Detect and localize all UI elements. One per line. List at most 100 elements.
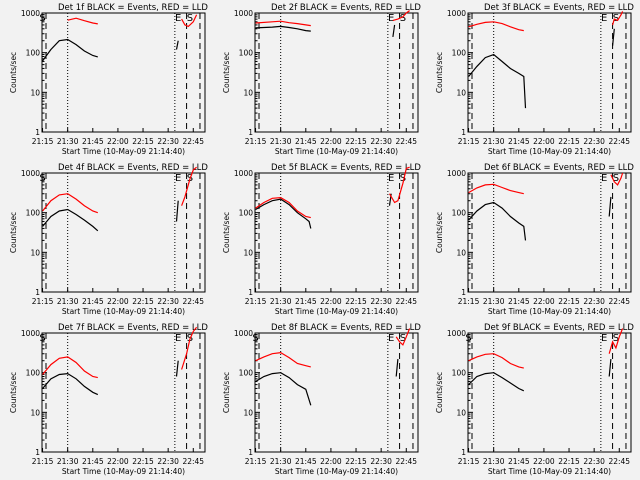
y-tick-label: 100 — [452, 369, 467, 378]
y-tick-label: 1000 — [21, 9, 40, 18]
x-tick-label: 22:15 — [132, 297, 154, 306]
x-axis-label: Start Time (10-May-09 21:14:40) — [62, 307, 185, 316]
x-tick-label: 21:30 — [483, 457, 505, 466]
y-axis-label: Counts/sec — [435, 372, 444, 413]
y-tick-label: 1000 — [21, 169, 40, 178]
events-series-line — [255, 372, 312, 406]
y-tick-label: 1 — [35, 448, 40, 457]
x-tick-label: 22:00 — [320, 137, 342, 146]
y-tick-label: 100 — [239, 369, 254, 378]
lld-series-line — [42, 356, 98, 379]
event-marker-label: E — [175, 173, 181, 184]
event-marker-label: E — [388, 13, 394, 24]
x-tick-label: 22:45 — [182, 137, 204, 146]
lld-series-line — [392, 10, 410, 21]
event-marker-label: E — [175, 333, 181, 344]
chart-panel-4: Det 4f BLACK = Events, RED = LLD 1 10 100 10… — [9, 163, 208, 316]
x-tick-label: 21:15 — [245, 137, 267, 146]
x-tick-label: 21:30 — [270, 457, 292, 466]
x-tick-label: 22:15 — [558, 137, 580, 146]
x-tick-label: 22:45 — [395, 457, 417, 466]
y-tick-label: 10 — [30, 88, 40, 97]
x-axis-label: Start Time (10-May-09 21:14:40) — [62, 467, 185, 476]
x-tick-label: 21:45 — [295, 457, 317, 466]
x-tick-label: 22:15 — [558, 297, 580, 306]
x-tick-label: 22:45 — [395, 137, 417, 146]
y-tick-label: 10 — [456, 88, 466, 97]
event-marker-label: S — [613, 173, 619, 184]
chart-title: Det 1f BLACK = Events, RED = LLD — [58, 3, 208, 13]
plot-frame — [41, 12, 206, 133]
lld-series-line — [388, 166, 410, 204]
y-tick-label: 10 — [456, 248, 466, 257]
y-tick-label: 100 — [26, 49, 41, 58]
x-tick-label: 22:45 — [395, 297, 417, 306]
x-tick-label: 21:30 — [270, 297, 292, 306]
x-tick-label: 21:15 — [458, 137, 480, 146]
chart-panel-2: Det 2f BLACK = Events, RED = LLD 1 10 100 10… — [222, 3, 421, 156]
y-tick-label: 100 — [239, 209, 254, 218]
x-tick-label: 22:30 — [370, 137, 392, 146]
x-tick-label: 21:45 — [82, 297, 104, 306]
event-marker-label: S — [613, 333, 619, 344]
events-series-line — [42, 372, 99, 396]
y-tick-label: 1000 — [234, 169, 253, 178]
x-tick-label: 21:30 — [483, 297, 505, 306]
x-tick-label: 21:15 — [32, 457, 54, 466]
y-tick-label: 100 — [452, 49, 467, 58]
x-axis-label: Start Time (10-May-09 21:14:40) — [275, 147, 398, 156]
x-tick-label: 22:30 — [157, 297, 179, 306]
events-series-line — [608, 196, 612, 217]
x-tick-label: 21:45 — [508, 297, 530, 306]
y-tick-label: 100 — [239, 49, 254, 58]
plot-frame — [41, 332, 206, 453]
x-tick-label: 22:30 — [583, 457, 605, 466]
lld-series-line — [255, 196, 311, 219]
y-axis-label: Counts/sec — [435, 52, 444, 93]
plot-frame — [41, 172, 206, 293]
x-tick-label: 21:30 — [270, 137, 292, 146]
x-tick-label: 22:15 — [558, 457, 580, 466]
chart-panel-9: Det 9f BLACK = Events, RED = LLD 1 10 100 10… — [435, 323, 634, 476]
x-tick-label: 21:30 — [57, 457, 79, 466]
x-axis-label: Start Time (10-May-09 21:14:40) — [275, 307, 398, 316]
x-tick-label: 21:30 — [57, 137, 79, 146]
x-tick-label: 22:30 — [583, 137, 605, 146]
x-tick-label: 21:45 — [508, 457, 530, 466]
plot-frame — [254, 332, 419, 453]
y-tick-label: 1000 — [447, 169, 466, 178]
y-axis-label: Counts/sec — [222, 52, 231, 93]
y-tick-label: 100 — [452, 209, 467, 218]
x-axis-label: Start Time (10-May-09 21:14:40) — [488, 147, 611, 156]
chart-title: Det 3f BLACK = Events, RED = LLD — [484, 3, 634, 13]
y-tick-label: 10 — [243, 88, 253, 97]
event-marker-label: S — [400, 13, 406, 24]
chart-panel-1: Det 1f BLACK = Events, RED = LLD 1 10 100 10… — [9, 3, 208, 156]
y-axis-label: Counts/sec — [9, 52, 18, 93]
y-tick-label: 10 — [456, 408, 466, 417]
chart-title: Det 9f BLACK = Events, RED = LLD — [484, 323, 634, 333]
event-marker-label: S — [252, 333, 258, 344]
events-series-line — [175, 200, 179, 222]
x-tick-label: 21:30 — [57, 297, 79, 306]
plot-frame — [467, 172, 632, 293]
event-marker-label: E — [601, 333, 607, 344]
x-tick-label: 21:15 — [32, 297, 54, 306]
event-marker-label: E — [601, 173, 607, 184]
event-marker-label: E — [175, 13, 181, 24]
x-tick-label: 22:45 — [608, 457, 630, 466]
x-tick-label: 21:15 — [458, 297, 480, 306]
y-tick-label: 1 — [461, 128, 466, 137]
event-marker-label: S — [39, 13, 45, 24]
plot-frame — [254, 172, 419, 293]
events-series-line — [42, 38, 98, 62]
x-tick-label: 22:15 — [132, 457, 154, 466]
event-marker-label: E — [601, 13, 607, 24]
x-tick-label: 21:45 — [295, 137, 317, 146]
y-axis-label: Counts/sec — [9, 372, 18, 413]
events-series-line — [42, 208, 99, 232]
x-axis-label: Start Time (10-May-09 21:14:40) — [62, 147, 185, 156]
event-marker-label: E — [388, 333, 394, 344]
y-tick-label: 1 — [35, 128, 40, 137]
x-axis-label: Start Time (10-May-09 21:14:40) — [488, 307, 611, 316]
